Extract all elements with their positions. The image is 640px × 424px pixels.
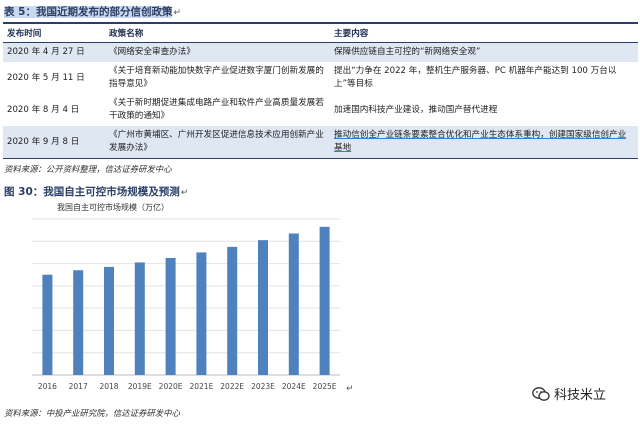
cell-content: 推动信创全产业链条要素整合优化和产业生态体系重构，创建国家级信创产业基地 [330,126,638,159]
x-tick-label: 2023E [251,382,275,391]
paragraph-mark-icon: ↵ [346,384,354,394]
table-caption: 表 5：我国近期发布的部分信创政策↵ [4,6,182,18]
bar [288,233,299,375]
bar [42,274,53,375]
table-row: 2020 年 5 月 11 日 《关于培育新动能加快数字产业促进数字厦门创新发展… [3,62,638,94]
wechat-watermark: 科技米立 [532,384,606,403]
bar [258,240,268,375]
cell-date: 2020 年 5 月 11 日 [7,72,85,83]
figure-source-note: 资料来源：中投产业研究院，信达证券研发中心 [4,408,180,418]
bar [165,258,176,375]
bar [196,252,207,375]
x-tick-label: 2022E [220,382,244,391]
bar [73,270,84,375]
col-header-date: 发布时间 [3,22,105,43]
x-tick-label: 2016 [38,382,57,391]
bar [104,266,114,375]
x-tick-label: 2021E [189,382,213,391]
x-tick-label: 2019E [128,382,152,391]
cell-date: 2020 年 8 月 4 日 [7,104,80,115]
x-tick-label: 2020E [159,382,183,391]
table-row: 2020 年 8 月 4 日 《关于新时期促进集成电路产业和软件产业高质量发展若… [3,94,638,126]
x-tick-label: 2025E [313,382,337,391]
col-header-policy: 政策名称 [105,22,330,43]
cell-policy: 《关于培育新动能加快数字产业促进数字厦门创新发展的指导意见》 [109,66,324,89]
table-source-note: 资料来源：公开资料整理，信达证券研发中心 [4,164,172,174]
market-size-chart: 我国自主可控市场规模（万亿） 00.20.40.60.811.21.420162… [28,198,348,404]
table-header-row: 发布时间 政策名称 主要内容 [3,22,638,43]
table-row: 2020 年 9 月 8 日 《广州市黄埔区、广州开发区促进信息技术应用创新产业… [3,126,638,159]
bar [227,246,238,375]
cell-content: 加速国内科技产业建设，推动国产替代进程 [334,104,498,115]
chart-title: 我国自主可控市场规模（万亿） [57,203,169,212]
x-tick-label: 2018 [99,382,118,391]
paragraph-mark-icon: ↵ [173,8,182,18]
bar [134,262,145,375]
cell-content: 保障供应链自主可控的“新网络安全观” [330,42,638,62]
chart-canvas: 00.20.40.60.811.21.42016201720182019E202… [32,218,340,391]
x-tick-label: 2017 [69,382,88,391]
paragraph-mark-icon: ↵ [180,188,189,198]
cell-policy: 《网络安全审查办法》 [105,42,330,62]
cell-content: 提出“力争在 2022 年，整机生产服务器、PC 机器年产能达到 100 万台以… [334,66,617,89]
cell-policy: 《广州市黄埔区、广州开发区促进信息技术应用创新产业发展办法》 [105,126,330,159]
wechat-icon [532,386,550,401]
policy-table: 发布时间 政策名称 主要内容 2020 年 4 月 27 日 《网络安全审查办法… [3,22,638,159]
figure-caption: 图 30：我国自主可控市场规模及预测↵ [4,186,189,198]
col-header-content: 主要内容 [330,22,638,43]
table-row: 2020 年 4 月 27 日 《网络安全审查办法》 保障供应链自主可控的“新网… [3,42,638,62]
bar [319,226,330,375]
cell-date: 2020 年 4 月 27 日 [3,42,105,62]
cell-policy: 《关于新时期促进集成电路产业和软件产业高质量发展若干政策的通知》 [109,98,324,121]
watermark-text: 科技米立 [554,388,607,403]
x-tick-label: 2024E [282,382,306,391]
cell-date: 2020 年 9 月 8 日 [3,126,105,159]
